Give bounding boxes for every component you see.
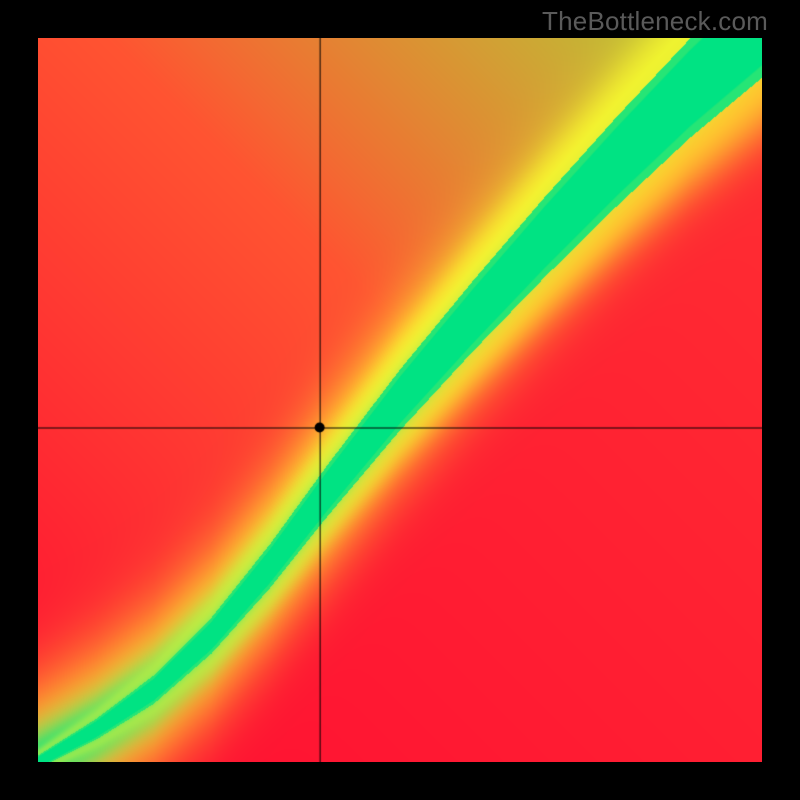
bottleneck-heatmap [38,38,762,762]
chart-container: TheBottleneck.com [0,0,800,800]
watermark-text: TheBottleneck.com [542,6,768,37]
